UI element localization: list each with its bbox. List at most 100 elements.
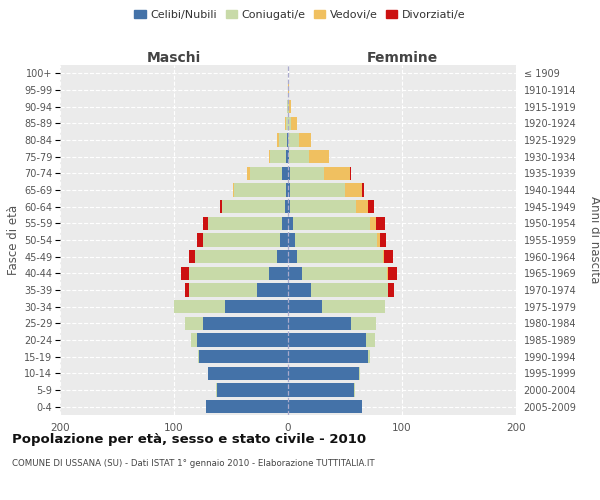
Bar [284,116,286,130]
Bar [198,350,199,364]
Bar [299,134,311,146]
Bar [197,234,203,246]
Bar [356,200,368,213]
Bar [222,200,284,213]
Bar [295,234,377,246]
Bar [376,216,385,230]
Bar [286,116,288,130]
Bar [288,284,311,296]
Bar [293,216,370,230]
Bar [203,316,288,330]
Bar [277,134,279,146]
Bar [383,250,384,264]
Bar [208,216,283,230]
Bar [216,384,217,396]
Bar [290,184,345,196]
Bar [288,216,293,230]
Bar [297,250,383,264]
Bar [185,316,203,330]
Bar [233,184,235,196]
Bar [288,266,302,280]
Bar [277,250,288,264]
Y-axis label: Fasce di età: Fasce di età [7,205,20,275]
Bar [206,400,288,413]
Bar [194,250,277,264]
Bar [269,266,288,280]
Bar [288,350,368,364]
Bar [288,334,365,346]
Bar [288,400,362,413]
Bar [288,200,290,213]
Bar [377,234,380,246]
Bar [288,250,297,264]
Bar [181,266,189,280]
Bar [388,284,394,296]
Bar [380,234,386,246]
Bar [226,300,288,314]
Bar [270,150,286,164]
Bar [288,134,299,146]
Bar [191,334,197,346]
Bar [189,284,257,296]
Text: Popolazione per età, sesso e stato civile - 2010: Popolazione per età, sesso e stato civil… [12,432,366,446]
Bar [368,200,373,213]
Bar [185,284,189,296]
Bar [288,84,289,96]
Text: COMUNE DI USSANA (SU) - Dati ISTAT 1° gennaio 2010 - Elaborazione TUTTITALIA.IT: COMUNE DI USSANA (SU) - Dati ISTAT 1° ge… [12,459,374,468]
Bar [288,384,354,396]
Bar [288,184,290,196]
Bar [288,166,290,180]
Bar [235,184,286,196]
Bar [359,366,360,380]
Bar [283,216,288,230]
Bar [257,284,288,296]
Bar [365,334,374,346]
Bar [287,100,288,114]
Bar [280,234,288,246]
Bar [362,184,364,196]
Y-axis label: Anni di nascita: Anni di nascita [587,196,600,284]
Bar [288,366,359,380]
Bar [350,316,376,330]
Bar [325,166,350,180]
Bar [322,300,385,314]
Bar [302,266,387,280]
Bar [308,150,329,164]
Bar [189,250,194,264]
Bar [286,184,288,196]
Bar [292,116,297,130]
Bar [388,266,397,280]
Bar [345,184,362,196]
Bar [208,366,288,380]
Bar [286,150,288,164]
Bar [284,200,288,213]
Bar [203,216,208,230]
Bar [199,350,288,364]
Bar [202,234,280,246]
Text: Maschi: Maschi [147,51,201,65]
Bar [250,166,283,180]
Bar [217,384,288,396]
Bar [290,200,356,213]
Bar [283,166,288,180]
Bar [354,384,355,396]
Bar [279,134,287,146]
Bar [387,266,388,280]
Bar [311,284,388,296]
Bar [189,266,269,280]
Bar [290,166,325,180]
Bar [287,134,288,146]
Bar [384,250,393,264]
Bar [269,150,270,164]
Text: Femmine: Femmine [367,51,437,65]
Bar [247,166,250,180]
Bar [220,200,222,213]
Bar [289,150,308,164]
Legend: Celibi/Nubili, Coniugati/e, Vedovi/e, Divorziati/e: Celibi/Nubili, Coniugati/e, Vedovi/e, Di… [130,6,470,25]
Bar [197,334,288,346]
Bar [174,300,226,314]
Bar [288,100,289,114]
Bar [289,100,292,114]
Bar [288,150,289,164]
Bar [288,300,322,314]
